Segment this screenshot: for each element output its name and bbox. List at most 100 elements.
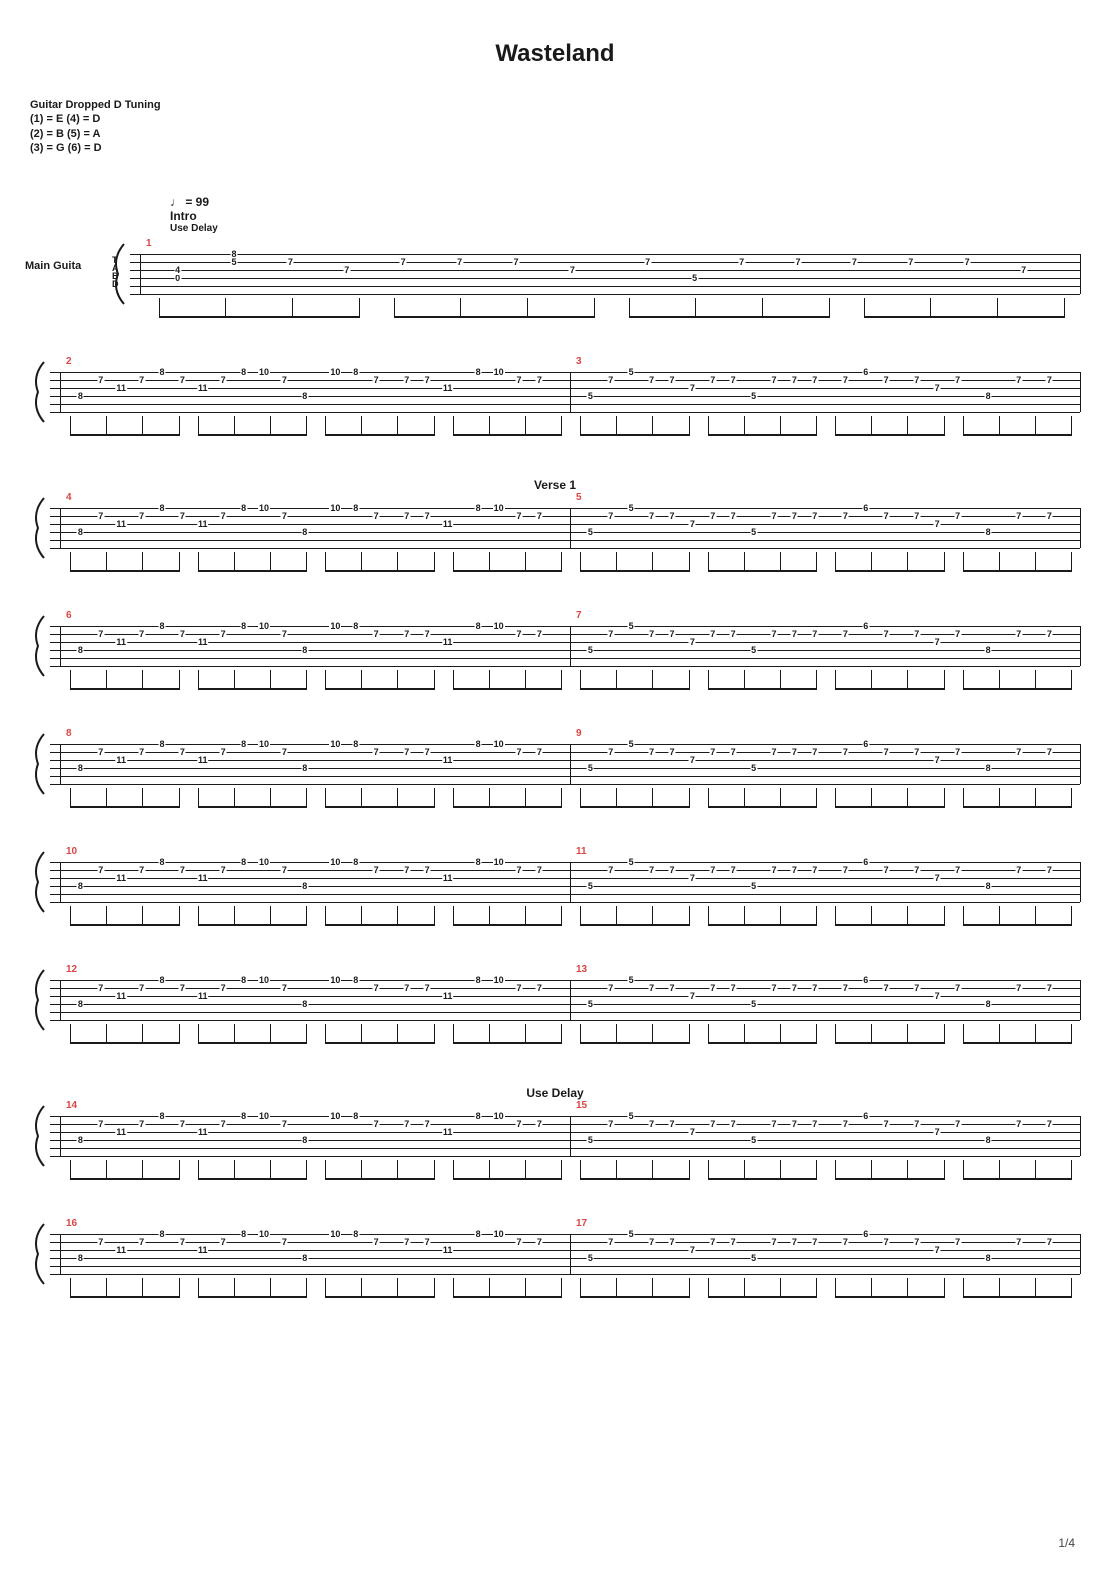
measure-number: 4 [66,492,72,503]
fret-number: 7 [373,983,380,993]
fret-number: 8 [352,1111,359,1121]
fret-number: 8 [352,975,359,985]
fret-number: 7 [842,983,849,993]
fret-number: 7 [648,1119,655,1129]
fret-number: 7 [883,865,890,875]
fret-number: 8 [475,621,482,631]
fret-number: 7 [1015,747,1022,757]
fret-number: 7 [403,983,410,993]
fret-number: 7 [913,511,920,521]
fret-number: 7 [689,755,696,765]
fret-number: 7 [138,983,145,993]
fret-number: 8 [301,1253,308,1263]
fret-number: 7 [607,1119,614,1129]
fret-number: 6 [862,1111,869,1121]
fret-number: 7 [883,1119,890,1129]
fret-number: 10 [493,1111,505,1121]
fret-number: 11 [442,991,454,1001]
fret-number: 7 [403,1237,410,1247]
fret-number: 7 [424,865,431,875]
fret-number: 10 [258,503,270,513]
fret-number: 7 [515,1119,522,1129]
fret-number: 7 [668,375,675,385]
section-intro: Intro [170,209,1080,223]
tab-system: Main GuitaTABD1048577777775777777 [30,242,1080,332]
fret-number: 7 [954,375,961,385]
fret-number: 7 [934,519,941,529]
fret-number: 7 [668,865,675,875]
fret-number: 7 [730,511,737,521]
fret-number: 8 [77,763,84,773]
fret-number: 8 [158,621,165,631]
fret-number: 5 [628,621,635,631]
fret-number: 7 [770,983,777,993]
fret-number: 7 [281,629,288,639]
fret-number: 7 [179,1237,186,1247]
fret-number: 7 [424,375,431,385]
fret-number: 7 [515,629,522,639]
fret-number: 7 [138,375,145,385]
fret-number: 7 [373,511,380,521]
fret-number: 5 [750,391,757,401]
fret-number: 10 [258,621,270,631]
measure-number: 1 [146,238,152,249]
fret-number: 7 [648,375,655,385]
fret-number: 5 [628,503,635,513]
fret-number: 7 [373,629,380,639]
fret-number: 10 [329,975,341,985]
tab-system: 1487117871178107810877711810771557577777… [30,1104,1080,1194]
fret-number: 7 [220,1237,227,1247]
fret-number: 5 [587,391,594,401]
fret-number: 7 [536,983,543,993]
fret-number: 7 [97,511,104,521]
fret-number: 8 [985,645,992,655]
section-label: Use Delay [30,1086,1080,1100]
fret-number: 5 [628,367,635,377]
fret-number: 8 [352,857,359,867]
fret-number: 8 [352,739,359,749]
fret-number: 7 [403,1119,410,1129]
fret-number: 7 [1015,375,1022,385]
song-title: Wasteland [30,40,1080,68]
fret-number: 7 [648,1237,655,1247]
fret-number: 10 [329,367,341,377]
fret-number: 7 [709,511,716,521]
fret-number: 7 [934,873,941,883]
fret-number: 11 [442,755,454,765]
fret-number: 7 [730,983,737,993]
fret-number: 5 [750,763,757,773]
measure-number: 9 [576,728,582,739]
fret-number: 8 [240,621,247,631]
fret-number: 6 [862,857,869,867]
fret-number: 10 [493,1229,505,1239]
fret-number: 8 [985,1135,992,1145]
tab-system: 8871178711781078108777118107795757777757… [30,732,1080,822]
fret-number: 7 [1015,629,1022,639]
fret-number: 6 [862,975,869,985]
fret-number: 7 [730,1237,737,1247]
fret-number: 10 [329,1229,341,1239]
fret-number: 7 [607,511,614,521]
fret-number: 8 [475,739,482,749]
fret-number: 7 [281,1119,288,1129]
fret-number: 8 [158,503,165,513]
fret-number: 8 [301,391,308,401]
fret-number: 7 [1046,1119,1053,1129]
fret-number: 4 [174,265,181,275]
fret-number: 7 [97,865,104,875]
fret-number: 7 [954,1119,961,1129]
fret-number: 8 [301,1135,308,1145]
fret-number: 5 [628,739,635,749]
fret-number: 7 [281,983,288,993]
fret-number: 11 [115,755,127,765]
fret-number: 7 [791,511,798,521]
measure-number: 15 [576,1100,587,1111]
fret-number: 7 [913,1119,920,1129]
fret-number: 5 [628,1229,635,1239]
fret-number: 7 [842,747,849,757]
fret-number: 7 [791,1237,798,1247]
fret-number: 7 [811,629,818,639]
fret-number: 11 [197,519,209,529]
fret-number: 7 [515,375,522,385]
fret-number: 7 [913,1237,920,1247]
